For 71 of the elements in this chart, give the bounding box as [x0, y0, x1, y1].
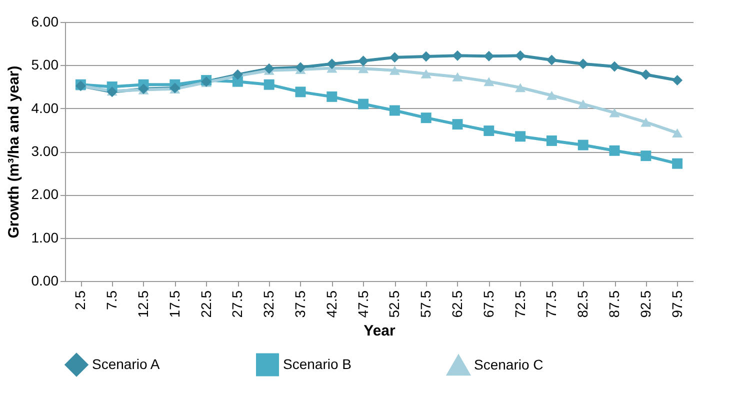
y-axis-title: Growth (m³/ha and year) [5, 66, 22, 238]
x-tick-label: 52.5 [386, 290, 402, 318]
point [609, 61, 620, 72]
legend-label: Scenario A [92, 356, 160, 372]
x-tick-label: 32.5 [260, 290, 277, 318]
x-tick-label: 92.5 [637, 290, 654, 318]
point [358, 64, 369, 74]
point [420, 51, 432, 62]
point [515, 83, 526, 92]
point [672, 128, 683, 138]
x-axis-title: Year [364, 322, 396, 340]
point [358, 56, 369, 66]
x-tick-label: 2.5 [72, 290, 88, 310]
point [640, 118, 652, 127]
y-tick-label: 4.00 [31, 100, 59, 116]
x-tick-label: 62.5 [449, 290, 465, 318]
x-tick-label: 72.5 [512, 290, 528, 318]
point [546, 135, 557, 146]
point [515, 131, 526, 142]
point [546, 90, 557, 100]
x-tick-label: 7.5 [104, 290, 120, 310]
x-tick-label: 27.5 [229, 290, 246, 318]
point [578, 58, 588, 70]
point [358, 98, 369, 110]
x-tick-label: 17.5 [166, 290, 182, 318]
x-tick-label: 82.5 [574, 290, 591, 318]
x-tick-label: 67.5 [480, 290, 496, 318]
y-tick-label: 0.00 [31, 272, 59, 288]
point [546, 54, 557, 66]
legend-label: Scenario B [283, 356, 352, 372]
point [672, 158, 683, 169]
y-tick-label: 6.00 [31, 14, 59, 30]
x-tick-label: 37.5 [292, 290, 308, 318]
point [295, 86, 306, 98]
point [640, 69, 652, 80]
x-tick-label: 22.5 [198, 290, 214, 318]
x-tick-label: 77.5 [543, 290, 560, 318]
x-tick-label: 42.5 [323, 290, 340, 318]
x-tick-label: 87.5 [606, 290, 622, 318]
point [264, 63, 274, 74]
point [295, 62, 306, 73]
x-tick-label: 47.5 [354, 290, 371, 318]
y-tick-label: 2.00 [31, 186, 59, 202]
x-tick-label: 97.5 [668, 290, 685, 318]
point [420, 112, 432, 124]
point [452, 50, 463, 61]
point [515, 50, 526, 61]
point [389, 66, 400, 75]
point [672, 75, 683, 86]
point [326, 58, 338, 70]
point [484, 126, 494, 136]
point [452, 119, 463, 130]
point [640, 150, 652, 162]
legend-label: Scenario C [474, 356, 544, 372]
point [452, 72, 463, 82]
x-tick-label: 12.5 [135, 290, 151, 318]
point [578, 140, 588, 150]
y-tick-label: 5.00 [31, 56, 59, 73]
x-tick-label: 57.5 [418, 290, 434, 318]
point [389, 52, 400, 63]
point [484, 77, 494, 86]
point [420, 69, 432, 78]
point [609, 145, 620, 156]
point [326, 91, 338, 102]
point [264, 79, 274, 90]
point [484, 50, 494, 62]
y-tick-label: 3.00 [31, 143, 59, 159]
point [609, 108, 620, 118]
point [389, 105, 400, 116]
y-tick-label: 1.00 [31, 229, 59, 246]
point [578, 99, 588, 109]
